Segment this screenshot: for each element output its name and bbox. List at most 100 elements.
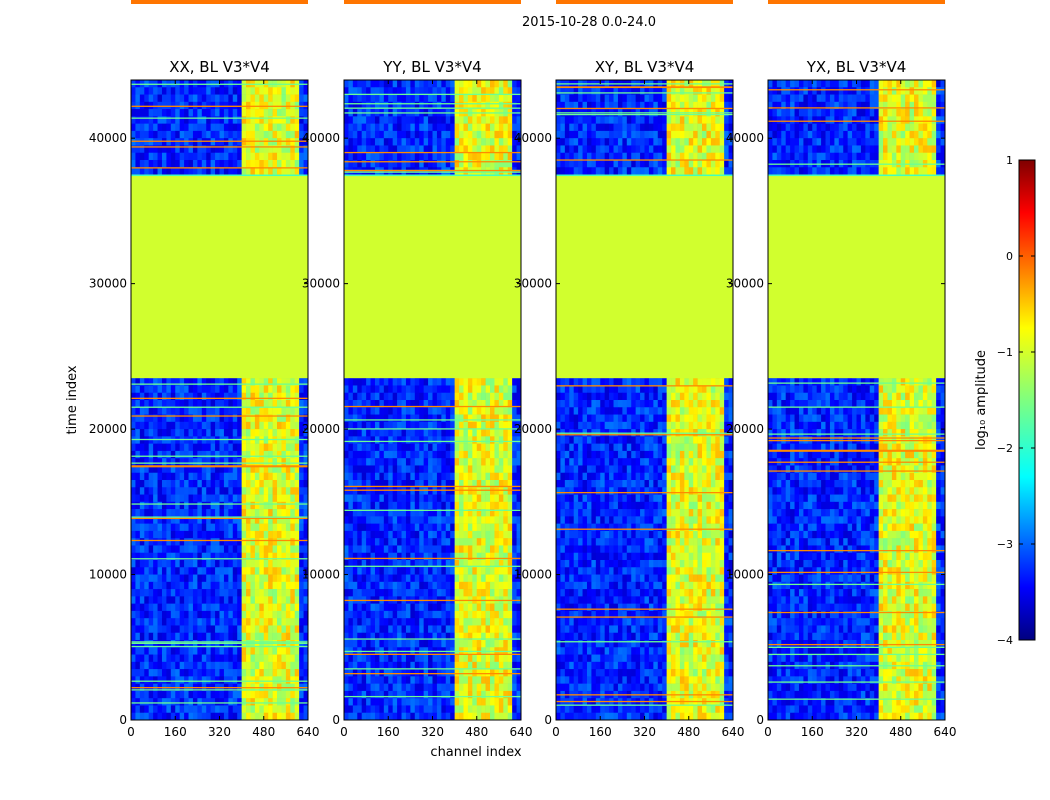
heatmap-cell (352, 160, 358, 168)
heatmap-cell (254, 494, 260, 503)
heatmap-cell (472, 123, 478, 132)
heatmap-cell (223, 705, 229, 714)
heatmap-cell (383, 160, 389, 168)
heatmap-cell (277, 545, 282, 554)
heatmap-cell (206, 538, 211, 546)
heatmap-cell (392, 123, 398, 132)
heatmap-cell (268, 109, 273, 117)
heatmap-cell (268, 94, 273, 103)
heatmap-cell (223, 516, 229, 524)
heatmap-cell (281, 123, 287, 132)
heatmap-cell (201, 101, 207, 110)
heatmap-cell (268, 130, 273, 139)
y-tick-label: 0 (119, 713, 127, 727)
heatmap-cell (135, 443, 141, 452)
heatmap-cell (166, 443, 172, 452)
heatmap-cell (263, 458, 269, 466)
heatmap-cell (139, 530, 145, 539)
heatmap-cell (405, 123, 411, 132)
heatmap-cell (135, 480, 141, 488)
heatmap-cell (161, 458, 167, 466)
heatmap-cell (157, 421, 163, 430)
heatmap-cell (232, 414, 238, 423)
heatmap-cell (201, 618, 207, 626)
heatmap-cell (153, 421, 158, 430)
heatmap-cell (361, 160, 367, 168)
heatmap-cell (485, 123, 491, 132)
heatmap-cell (139, 465, 145, 474)
heatmap-cell (139, 480, 145, 488)
heatmap-cell (254, 501, 260, 510)
heatmap-cell (223, 647, 229, 655)
heatmap-cell (197, 552, 203, 561)
heatmap-cell (228, 661, 234, 670)
heatmap-cell (144, 458, 149, 466)
heatmap-cell (259, 567, 265, 575)
heatmap-cell (219, 152, 225, 161)
heatmap-cell (268, 523, 273, 532)
heatmap-cell (290, 516, 296, 524)
heatmap-cell (237, 487, 242, 495)
heatmap-cell (228, 385, 234, 394)
heatmap-cell (175, 560, 180, 568)
heatmap-cell (290, 676, 296, 684)
heatmap-cell (259, 676, 265, 684)
heatmap-cell (201, 87, 207, 95)
heatmap-cell (250, 145, 256, 154)
heatmap-cell (481, 145, 486, 154)
heatmap-cell (210, 145, 216, 154)
heatmap-cell (294, 487, 300, 495)
heatmap-cell (175, 538, 180, 546)
heatmap-cell (254, 516, 260, 524)
heatmap-cell (366, 130, 371, 139)
heatmap-cell (357, 160, 362, 168)
heatmap-cell (299, 458, 304, 466)
heatmap-cell (250, 487, 256, 495)
heatmap-cell (166, 574, 172, 583)
heatmap-cell (148, 385, 154, 394)
heatmap-cell (263, 400, 269, 408)
heatmap-cell (210, 87, 216, 95)
heatmap-cell (232, 625, 238, 634)
heatmap-cell (175, 661, 180, 670)
heatmap-cell (210, 574, 216, 583)
heatmap-cell (228, 421, 234, 430)
heatmap-cell (179, 545, 185, 554)
heatmap-cell (201, 429, 207, 437)
heatmap-cell (170, 589, 176, 597)
heatmap-cell (144, 123, 149, 132)
heatmap-cell (197, 618, 203, 626)
heatmap-cell (277, 421, 282, 430)
heatmap-cell (254, 101, 260, 110)
heatmap-cell (281, 160, 287, 168)
heatmap-cell (246, 545, 251, 554)
heatmap-cell (263, 574, 269, 583)
heatmap-cell (259, 669, 265, 677)
heatmap-cell (184, 87, 189, 95)
heatmap-cell (281, 581, 287, 590)
heatmap-cell (281, 603, 287, 612)
heatmap-cell (210, 538, 216, 546)
heatmap-cell (290, 458, 296, 466)
heatmap-cell (383, 145, 389, 154)
heatmap-cell (405, 87, 411, 95)
heatmap-cell (197, 690, 203, 699)
heatmap-cell (223, 130, 229, 139)
heatmap-cell (215, 487, 220, 495)
heatmap-cell (215, 574, 220, 583)
heatmap-cell (166, 538, 172, 546)
heatmap-cell (210, 138, 216, 146)
heatmap-cell (237, 167, 242, 175)
heatmap-cell (352, 145, 358, 154)
heatmap-cell (410, 87, 416, 95)
heatmap-cell (206, 523, 211, 532)
heatmap-cell (344, 101, 349, 110)
heatmap-cell (206, 501, 211, 510)
heatmap-cell (166, 480, 172, 488)
heatmap-cell (281, 130, 287, 139)
heatmap-cell (290, 669, 296, 677)
heatmap-cell (285, 625, 291, 634)
heatmap-cell (259, 465, 265, 474)
heatmap-cell (170, 130, 176, 139)
heatmap-cell (201, 669, 207, 677)
